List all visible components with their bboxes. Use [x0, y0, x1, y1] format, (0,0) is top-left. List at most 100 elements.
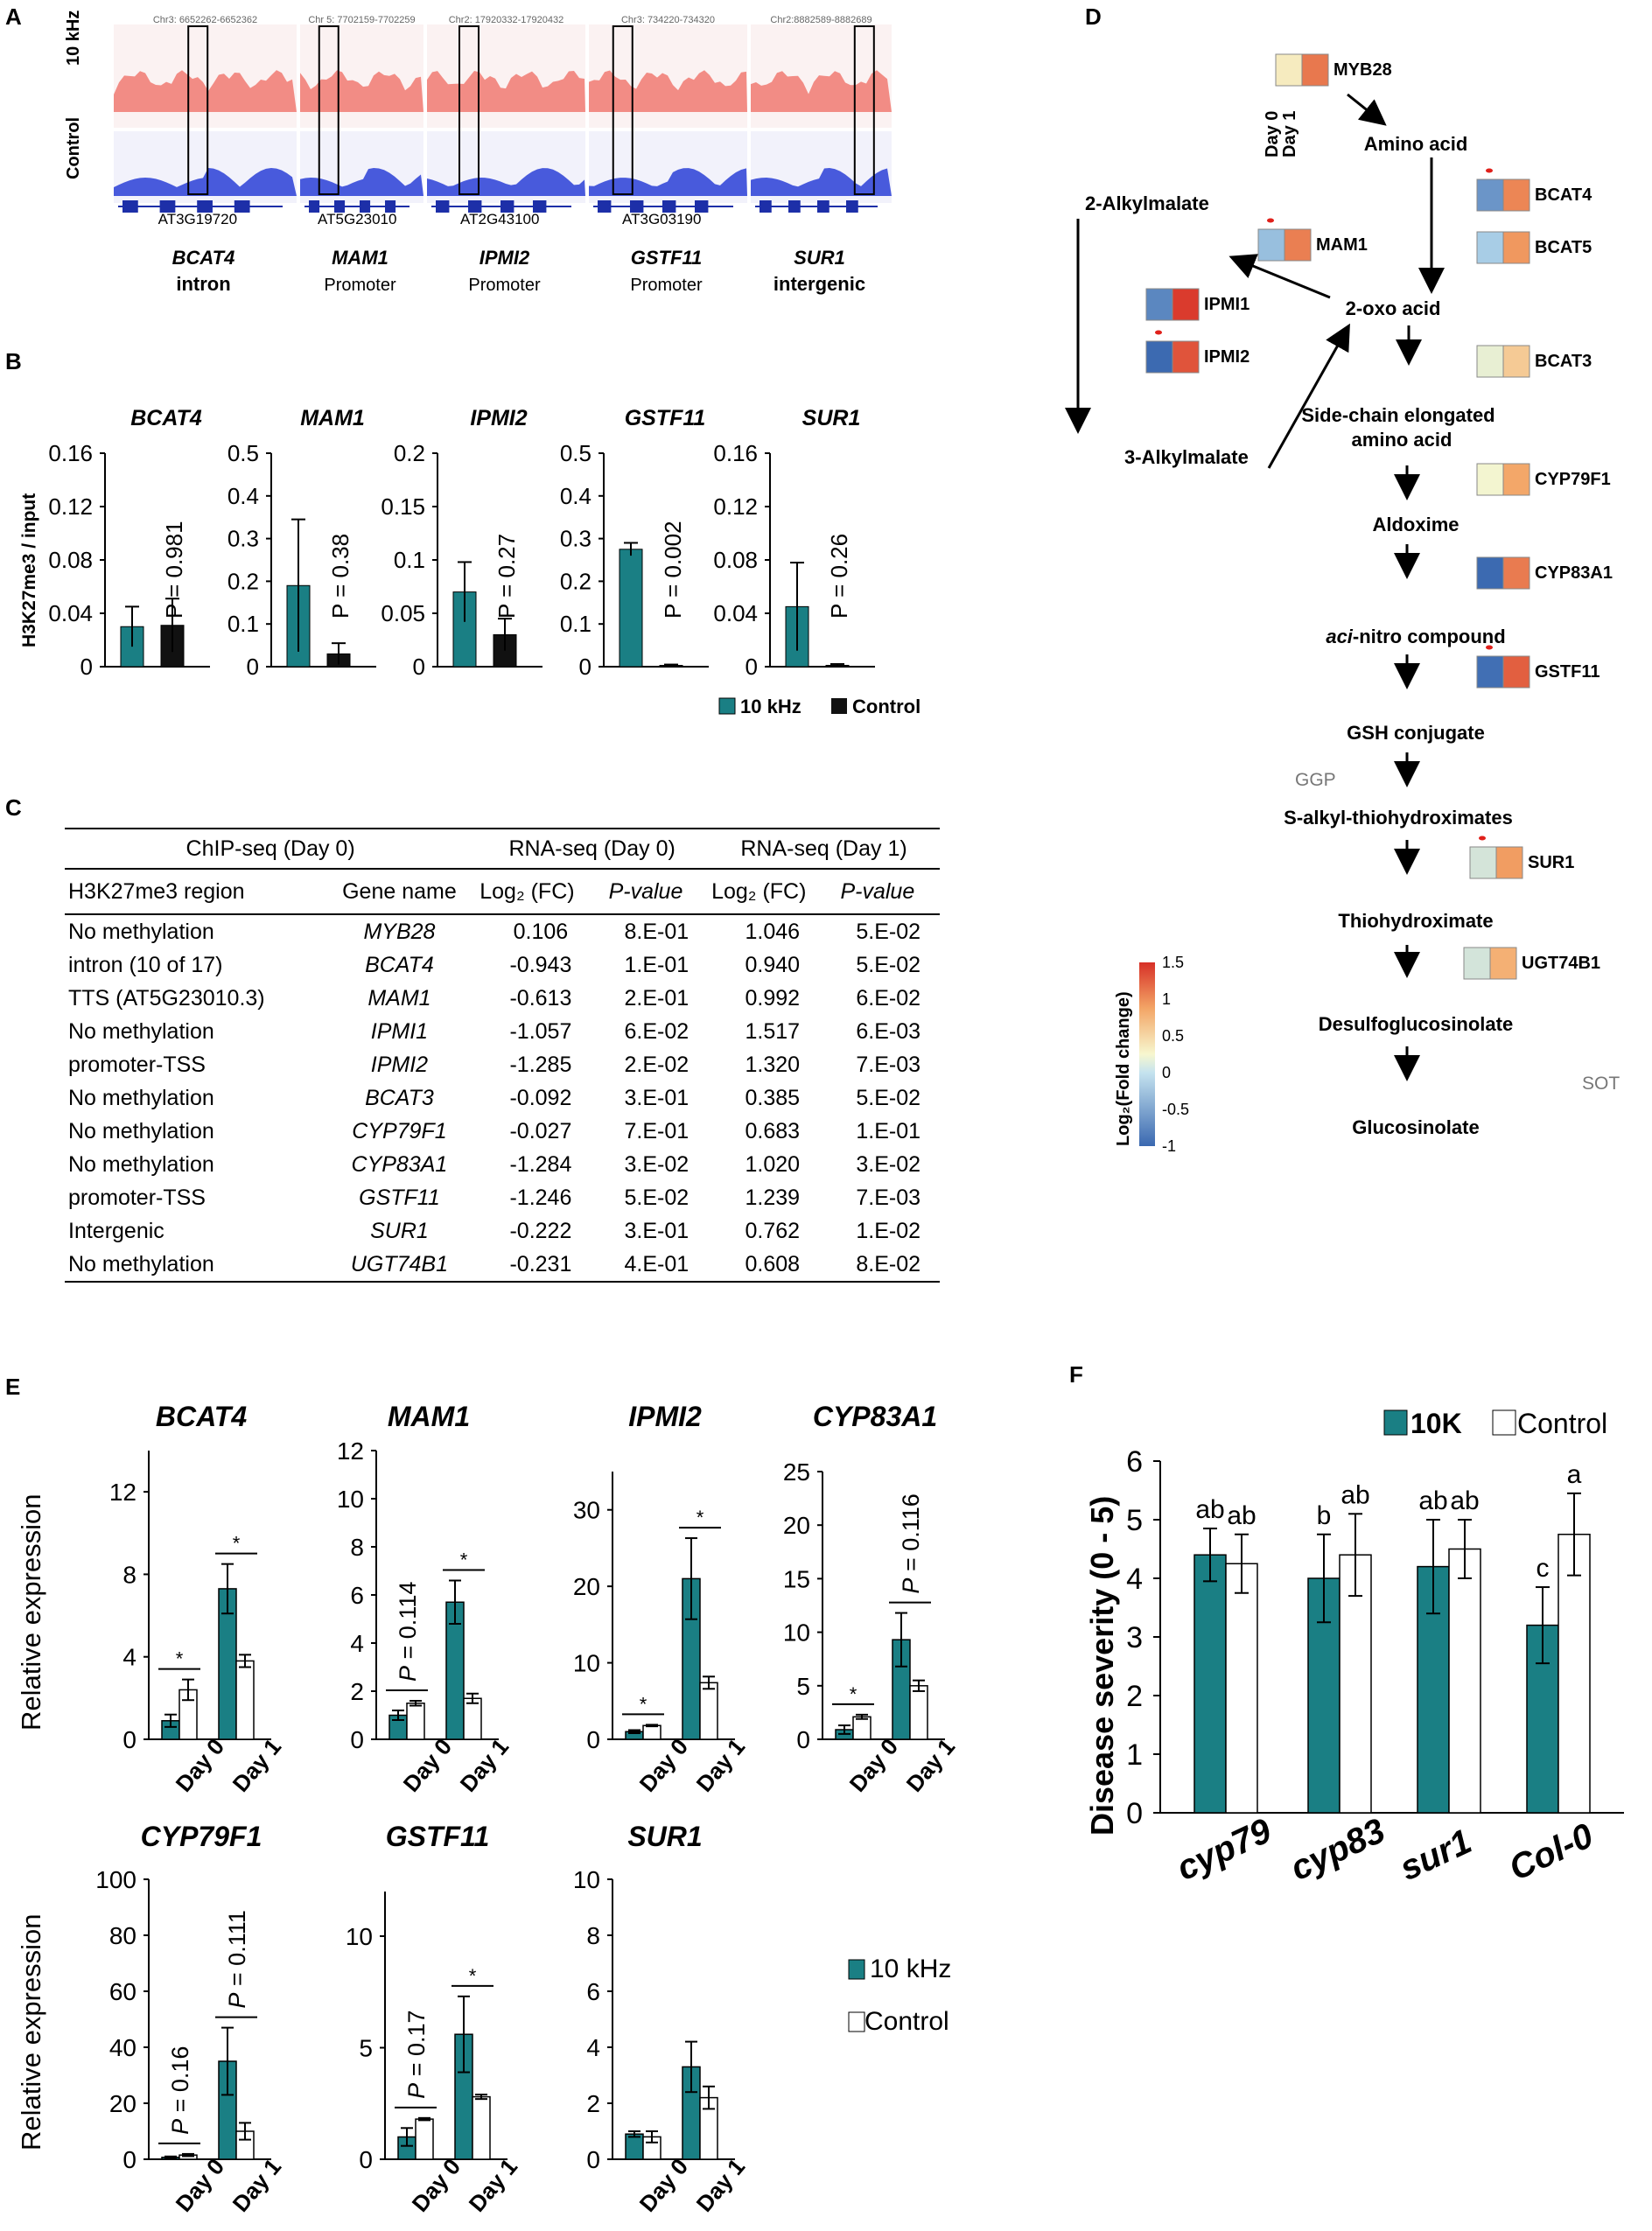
y-tick-label: 4 — [1126, 1563, 1143, 1596]
track-gene-name: SUR1 — [794, 247, 845, 269]
y-tick-label: 40 — [109, 2034, 136, 2061]
x-tick-label: Day 1 — [228, 2153, 287, 2216]
x-tick-label: Day 1 — [464, 2153, 523, 2216]
track-coords: Chr2: 17920332-17920432 — [449, 15, 564, 25]
gene-label: BCAT5 — [1535, 238, 1592, 257]
significance-star: * — [176, 1648, 184, 1670]
y-axis-label: Relative expression — [16, 1913, 46, 2151]
x-tick-label: Day 0 — [844, 1733, 904, 1796]
signal-control — [300, 168, 424, 196]
exon — [598, 200, 612, 213]
x-tick-label: cyp79 — [1171, 1811, 1278, 1881]
legend-label-10khz: 10 kHz — [740, 696, 802, 717]
compound-label: amino acid — [1352, 429, 1452, 451]
heat-cell-day0 — [1275, 53, 1303, 87]
signal-10khz — [751, 70, 892, 112]
y-tick-label: 0.3 — [228, 526, 259, 552]
table-cell: No methylation — [68, 919, 214, 944]
highlight-box — [612, 25, 634, 195]
chart-e-gstf11: GSTF11 0 5 10 Day 0 P = 0.17 Day 1 * — [346, 1821, 522, 2217]
row-label-10khz: 10 kHz — [64, 10, 83, 66]
chart-title: SUR1 — [627, 1821, 702, 1852]
y-axis-label: Relative expression — [16, 1493, 46, 1731]
table-cell: 0.106 — [513, 919, 569, 944]
chart-title: MAM1 — [300, 406, 365, 430]
signal-10khz — [427, 71, 585, 112]
significance-star: * — [850, 1683, 858, 1705]
table-cell: -0.613 — [509, 985, 572, 1011]
table-cell: IPMI2 — [370, 1052, 429, 1077]
exon — [662, 200, 676, 213]
colorbar-tick-label: 1.5 — [1162, 954, 1184, 971]
table-cell: 7.E-03 — [856, 1185, 921, 1210]
significance-letter: ab — [1195, 1495, 1224, 1524]
y-tick-label: 0.1 — [394, 547, 425, 573]
y-tick-label: 0.1 — [228, 611, 259, 637]
panel-e-chart-group: BCAT4 0 4 8 12 Day 0 * Day 1 * Relative expressio… — [16, 1401, 960, 2217]
significance-star: * — [469, 1965, 477, 1987]
y-tick-label: 0.12 — [48, 493, 93, 520]
table-group-header-row: ChIP-seq (Day 0) RNA-seq (Day 0) RNA-seq… — [65, 829, 940, 870]
group-header-rnaseq-day0: RNA-seq (Day 0) — [476, 829, 709, 870]
table-cell: 1.320 — [745, 1052, 801, 1077]
y-tick-label: 0 — [122, 2146, 136, 2173]
track-region: Promoter — [630, 276, 703, 295]
table-cell: 1.239 — [745, 1185, 801, 1210]
colorbar-ticks: 1.5 1 0.5 0 -0.5 -1 — [1162, 954, 1189, 1155]
y-tick-label: 0.15 — [381, 493, 425, 520]
genome-track: Chr3: 734220-734320 AT3G03190 GSTF11 Promot… — [589, 15, 747, 295]
exon — [695, 200, 709, 213]
y-tick-label: 4 — [586, 2034, 600, 2061]
y-tick-label: 80 — [109, 1922, 136, 1949]
y-tick-label: 10 — [573, 1650, 600, 1677]
gene-heatmap-bcat3: BCAT3 — [1476, 345, 1592, 378]
y-tick-label: 0.4 — [560, 483, 592, 509]
y-tick-label: 15 — [783, 1565, 810, 1592]
panel-b-chart-group: BCAT4 0 0.04 0.08 0.12 0.16 P = 0.981 MAM1 0 0.1 0… — [48, 406, 875, 680]
heat-cell-day0 — [1476, 345, 1504, 378]
table-cell: intron (10 of 17) — [68, 952, 223, 977]
day0-label: Day 0 — [1263, 111, 1282, 157]
panel-label-e: E — [5, 1374, 21, 1400]
track-coords: Chr3: 734220-734320 — [621, 15, 715, 25]
y-tick-label: 5 — [1126, 1504, 1143, 1537]
table-cell: -0.943 — [509, 952, 572, 977]
x-tick-label: Day 1 — [901, 1733, 961, 1796]
y-tick-label: 0.2 — [560, 568, 592, 594]
highlight-box — [458, 25, 480, 195]
table-cell: No methylation — [65, 1248, 323, 1283]
heat-cell-day1 — [1502, 655, 1530, 689]
table-cell: 4.E-01 — [605, 1248, 709, 1283]
table-cell: BCAT4 — [365, 952, 434, 977]
y-tick-label: 5 — [796, 1673, 810, 1700]
panel-a-genome-tracks: Chr3: 6652262-6652362 AT3G19720 BCAT4 intro… — [64, 10, 892, 295]
significance-letter: c — [1536, 1554, 1550, 1583]
colorbar-tick-label: 1 — [1162, 990, 1171, 1008]
table-cell: 7.E-03 — [856, 1052, 921, 1077]
y-tick-label: 0.05 — [381, 600, 425, 626]
legend-label-control: Control — [864, 2007, 949, 2036]
x-tick-label: Day 1 — [228, 1733, 287, 1796]
table-cell: No methylation — [68, 1018, 214, 1044]
pathway-compounds: Amino acid 2-Alkylmalate 2-oxo acid 3-Alkyl… — [1085, 133, 1513, 1138]
table-cell: BCAT3 — [365, 1085, 434, 1110]
y-tick-label: 0 — [350, 1726, 364, 1753]
y-tick-label: 4 — [350, 1630, 364, 1657]
y-tick-label: 0.04 — [48, 600, 93, 626]
compound-label: S-alkyl-thiohydroximates — [1284, 807, 1513, 829]
column-header: Gene name — [322, 869, 477, 915]
significance-mark — [1479, 836, 1486, 841]
y-tick-label: 0.08 — [48, 547, 93, 573]
genome-track: Chr 5: 7702159-7702259 AT5G23010 MAM1 Promo… — [300, 15, 424, 295]
significance-letter: ab — [1418, 1486, 1447, 1515]
table-body: No methylation MYB28 0.106 8.E-01 1.046 5.E-0… — [65, 914, 940, 1283]
compound-label: 2-oxo acid — [1346, 297, 1441, 319]
highlight-box — [318, 25, 340, 195]
table-cell: 3.E-01 — [624, 1085, 690, 1110]
row-label-control: Control — [64, 117, 83, 179]
legend-swatch-10k — [1383, 1409, 1408, 1436]
chart-e-bcat4: BCAT4 0 4 8 12 Day 0 * Day 1 * Relative expressio… — [16, 1401, 286, 1797]
table-cell: CYP79F1 — [352, 1118, 447, 1143]
heat-cell-day0 — [1257, 228, 1285, 262]
highlight-box — [853, 25, 875, 195]
